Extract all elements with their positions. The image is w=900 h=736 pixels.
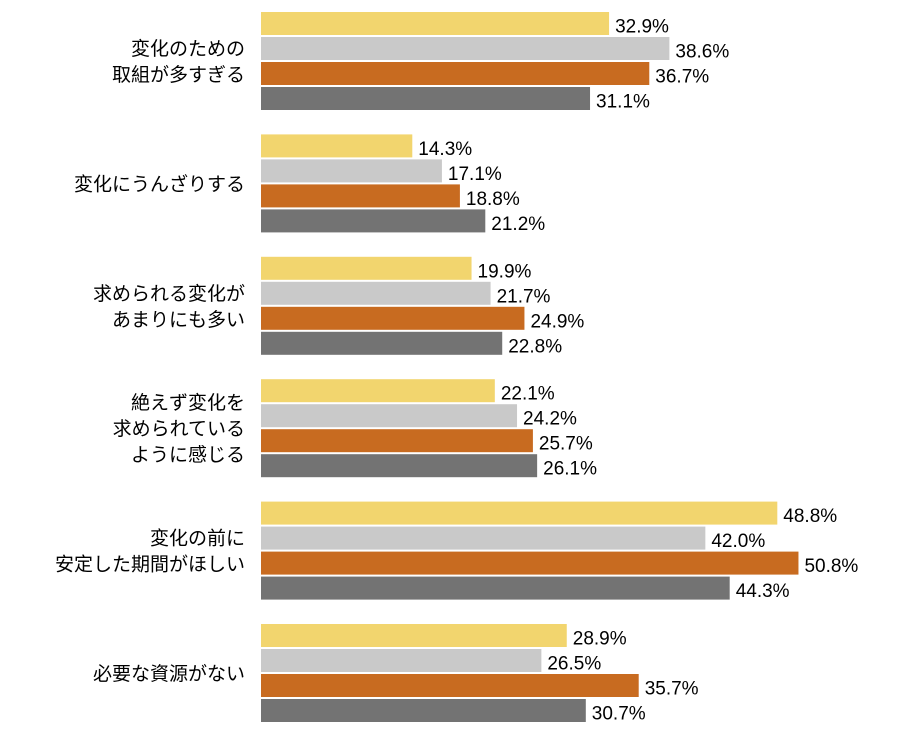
data-label: 24.2% bbox=[523, 409, 577, 430]
bar bbox=[261, 404, 518, 428]
bar bbox=[261, 62, 650, 85]
bar bbox=[261, 551, 799, 575]
bar bbox=[261, 699, 586, 722]
data-label: 31.1% bbox=[596, 92, 650, 113]
data-label: 21.2% bbox=[491, 214, 545, 235]
bar bbox=[261, 576, 730, 600]
data-label: 18.8% bbox=[466, 189, 520, 210]
bar bbox=[261, 674, 639, 697]
bar bbox=[261, 526, 706, 550]
category-label: 安定した期間がほしい bbox=[55, 554, 245, 576]
category-label: あまりにも多い bbox=[112, 309, 245, 331]
bar bbox=[261, 454, 538, 478]
data-label: 21.7% bbox=[497, 286, 551, 307]
category-label: 変化のための bbox=[131, 38, 245, 60]
bar bbox=[261, 134, 413, 158]
data-label: 42.0% bbox=[711, 531, 765, 552]
bar bbox=[261, 281, 491, 305]
data-label: 26.5% bbox=[547, 654, 601, 675]
category-label: 必要な資源がない bbox=[93, 663, 245, 685]
data-label: 14.3% bbox=[418, 139, 472, 160]
category-label: ように感じる bbox=[131, 444, 245, 466]
bar bbox=[261, 87, 591, 110]
bar bbox=[261, 624, 567, 647]
data-label: 48.8% bbox=[783, 506, 837, 527]
data-label: 50.8% bbox=[804, 556, 858, 577]
bar bbox=[261, 331, 503, 355]
data-label: 22.8% bbox=[508, 336, 562, 357]
bar bbox=[261, 429, 533, 453]
category-label: 変化にうんざりする bbox=[74, 172, 245, 195]
data-label: 35.7% bbox=[645, 679, 699, 700]
data-label: 26.1% bbox=[543, 459, 597, 480]
data-label: 25.7% bbox=[539, 434, 593, 455]
data-label: 38.6% bbox=[675, 42, 729, 63]
bar bbox=[261, 501, 778, 525]
data-label: 30.7% bbox=[592, 704, 646, 725]
bar bbox=[261, 12, 610, 35]
category-label: 絶えず変化を bbox=[131, 392, 245, 414]
category-label: 求められている bbox=[113, 418, 245, 440]
bar bbox=[261, 37, 670, 60]
data-label: 32.9% bbox=[615, 17, 669, 38]
data-label: 17.1% bbox=[448, 164, 502, 185]
category-label: 求められる変化が bbox=[93, 283, 245, 305]
data-label: 36.7% bbox=[655, 67, 709, 88]
bar bbox=[261, 379, 495, 403]
bar bbox=[261, 256, 472, 280]
bar bbox=[261, 209, 486, 233]
category-label: 変化の前に bbox=[150, 528, 245, 550]
data-label: 19.9% bbox=[478, 261, 532, 282]
bar bbox=[261, 306, 525, 330]
data-label: 28.9% bbox=[573, 629, 627, 650]
category-label: 取組が多すぎる bbox=[112, 64, 245, 86]
bar bbox=[261, 649, 542, 672]
data-label: 22.1% bbox=[501, 384, 555, 405]
bar bbox=[261, 184, 460, 208]
data-label: 44.3% bbox=[736, 581, 790, 602]
bar bbox=[261, 159, 442, 183]
data-label: 24.9% bbox=[530, 311, 584, 332]
